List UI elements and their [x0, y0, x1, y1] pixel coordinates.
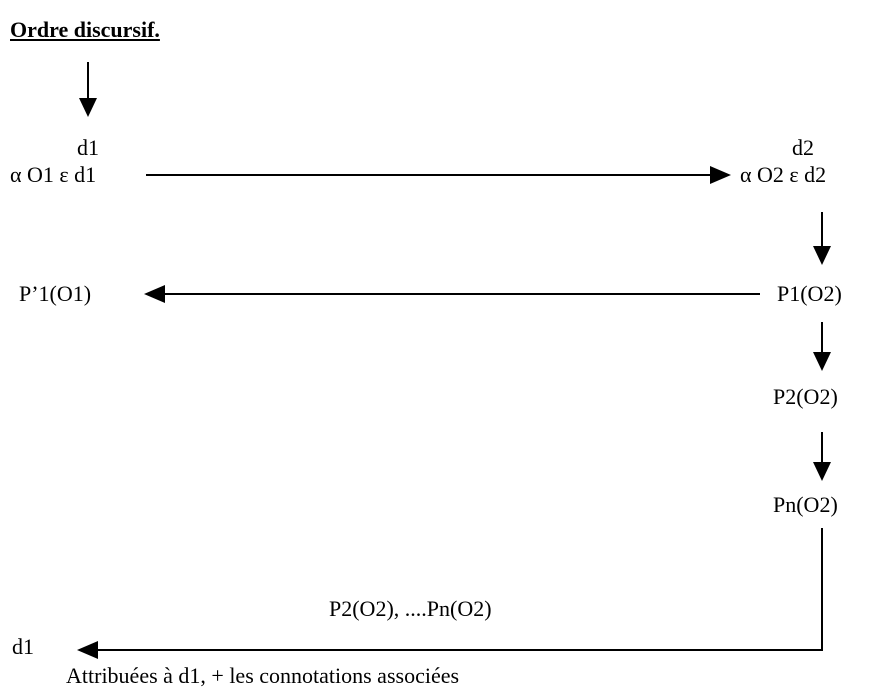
node-alpha-o2: α O2 ε d2 — [740, 162, 827, 187]
diagram-title: Ordre discursif. — [10, 17, 160, 42]
bottom-list-label: P2(O2), ....Pn(O2) — [329, 596, 492, 621]
arrow-o1-to-o2 — [146, 166, 731, 184]
node-p1-o2: P1(O2) — [777, 281, 842, 306]
node-d2-top: d2 — [792, 135, 814, 160]
node-d1-top: d1 — [77, 135, 99, 160]
arrow-p2-to-pn — [813, 432, 831, 481]
arrow-o2-to-p1 — [813, 212, 831, 265]
bottom-caption: Attribuées à d1, + les connotations asso… — [66, 663, 460, 688]
node-alpha-o1: α O1 ε d1 — [10, 162, 97, 187]
node-p2-o2: P2(O2) — [773, 384, 838, 409]
arrow-title-to-d1 — [79, 62, 97, 117]
arrow-p1-to-p2 — [813, 322, 831, 371]
arrow-pn-to-d1 — [77, 528, 823, 659]
node-p-prime-1: P’1(O1) — [19, 281, 92, 306]
arrow-p1-to-p-prime-1 — [144, 285, 760, 303]
node-d1-bottom: d1 — [12, 634, 34, 659]
node-pn-o2: Pn(O2) — [773, 492, 838, 517]
